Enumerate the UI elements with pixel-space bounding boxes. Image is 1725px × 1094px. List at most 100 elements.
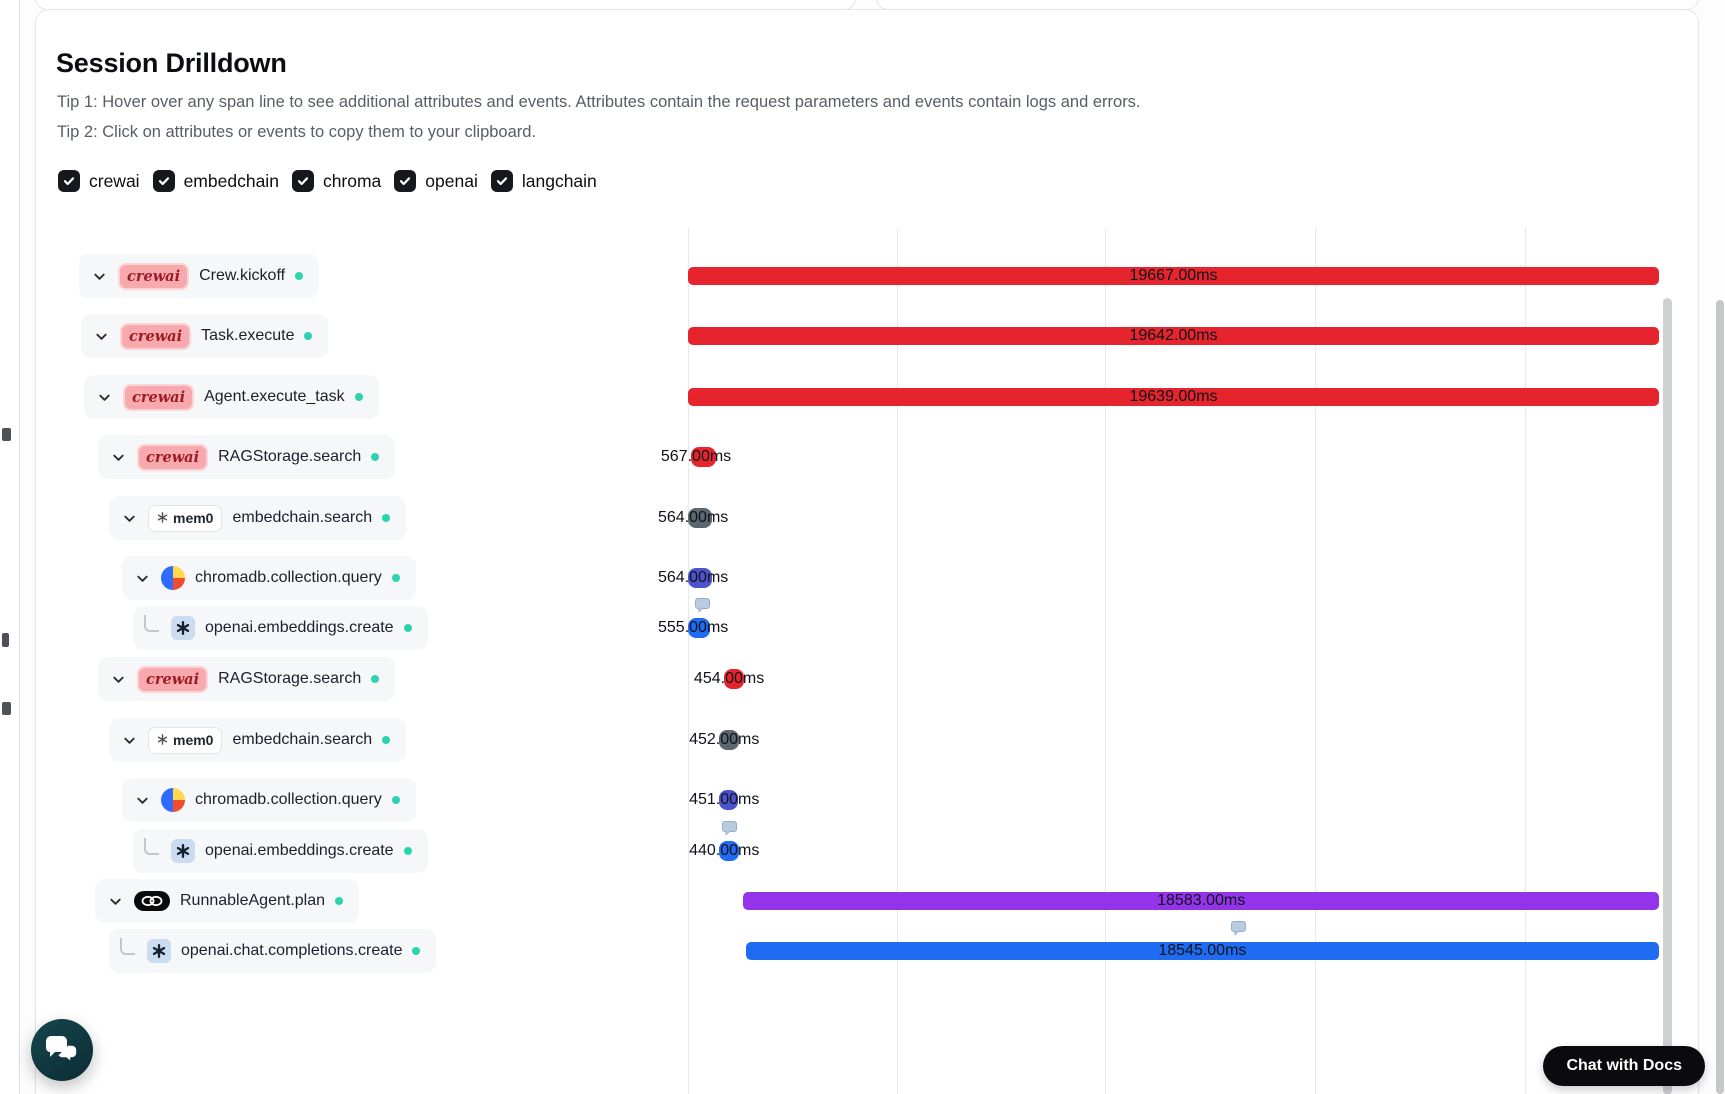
checkbox-checked-icon[interactable] (394, 170, 417, 192)
mem0-logo: mem0 (148, 726, 223, 754)
span-name: Crew.kickoff (199, 267, 286, 284)
status-dot (371, 453, 380, 461)
span-row[interactable]: crewai RAGStorage.search (98, 657, 396, 701)
langchain-logo (134, 891, 170, 911)
span-duration-bar[interactable] (688, 388, 1659, 406)
span-row[interactable]: mem0 embedchain.search (109, 718, 407, 762)
tree-connector-icon (120, 938, 135, 955)
checkbox-checked-icon[interactable] (58, 170, 80, 192)
trace-waterfall: crewai Crew.kickoff 19667.00ms crewai Task.e… (36, 10, 1698, 1094)
checkbox-checked-icon[interactable] (152, 170, 175, 192)
span-row[interactable]: chromadb.collection.query (122, 556, 416, 600)
tip-1: Tip 1: Hover over any span line to see a… (57, 93, 1141, 111)
page-title: Session Drilldown (56, 48, 287, 78)
status-dot (335, 897, 344, 905)
span-row[interactable]: crewai Task.execute (81, 314, 329, 358)
span-duration-bar[interactable] (688, 618, 711, 638)
span-row[interactable]: openai.chat.completions.create (109, 929, 437, 973)
chat-with-docs-button[interactable]: Chat with Docs (1543, 1046, 1705, 1086)
mem0-icon (157, 732, 168, 748)
chevron-down-icon[interactable] (120, 509, 138, 527)
clipped-content-mark (2, 633, 9, 647)
span-name: openai.chat.completions.create (181, 942, 403, 959)
chevron-down-icon[interactable] (120, 731, 138, 749)
span-name: RAGStorage.search (218, 670, 362, 687)
mem0-logo: mem0 (148, 504, 223, 532)
chevron-down-icon[interactable] (95, 388, 113, 406)
span-duration-bar[interactable] (719, 790, 738, 810)
chevron-down-icon[interactable] (90, 267, 108, 285)
span-name: chromadb.collection.query (195, 791, 382, 808)
chevron-down-icon[interactable] (133, 791, 151, 809)
span-duration-bar[interactable] (690, 447, 717, 467)
chevron-down-icon[interactable] (92, 327, 110, 345)
chevron-down-icon[interactable] (109, 448, 127, 466)
span-row[interactable]: crewai RAGStorage.search (98, 435, 396, 479)
page-scrollbar[interactable] (1716, 300, 1724, 1094)
chat-widget-button[interactable] (31, 1019, 93, 1081)
span-name: embedchain.search (232, 509, 373, 526)
filter-label: crewai (89, 170, 140, 191)
gridline (1105, 228, 1106, 1094)
checkbox-checked-icon[interactable] (490, 170, 513, 192)
mem0-icon (157, 510, 168, 526)
span-duration-bar[interactable] (688, 508, 713, 528)
crewai-logo: crewai (120, 322, 192, 350)
span-row[interactable]: crewai Crew.kickoff (79, 254, 320, 298)
event-bubble-icon[interactable] (694, 597, 711, 613)
status-dot (382, 514, 391, 522)
tree-connector-icon (144, 615, 159, 632)
filter-label: openai (425, 170, 478, 191)
chevron-down-icon[interactable] (106, 892, 124, 910)
status-dot (403, 624, 412, 632)
mem0-logo-text: mem0 (173, 732, 214, 748)
status-dot (412, 947, 421, 955)
gridline (897, 228, 898, 1094)
span-duration-label: 567.00ms (660, 448, 732, 465)
span-row[interactable]: RunnableAgent.plan (95, 879, 360, 923)
chevron-down-icon[interactable] (133, 569, 151, 587)
chart-scrollbar[interactable] (1663, 298, 1672, 1094)
span-row[interactable]: openai.embeddings.create (133, 829, 428, 873)
checkbox-checked-icon[interactable] (291, 170, 314, 192)
mem0-logo-text: mem0 (173, 510, 214, 526)
span-name: openai.embeddings.create (205, 842, 394, 859)
span-name: RunnableAgent.plan (180, 892, 326, 909)
span-row[interactable]: chromadb.collection.query (122, 778, 416, 822)
span-duration-bar[interactable] (688, 568, 713, 588)
filter-embedchain[interactable]: embedchain (152, 170, 279, 192)
span-duration-bar[interactable] (688, 327, 1659, 345)
status-dot (295, 272, 304, 280)
chroma-logo (161, 788, 185, 812)
span-duration-label: 19667.00ms (1129, 267, 1218, 284)
event-bubble-icon[interactable] (721, 820, 738, 836)
span-row[interactable]: mem0 embedchain.search (109, 496, 407, 540)
filter-langchain[interactable]: langchain (490, 170, 597, 192)
filter-chroma[interactable]: chroma (291, 170, 382, 192)
event-bubble-icon[interactable] (1230, 920, 1247, 936)
crewai-logo: crewai (137, 665, 209, 693)
filter-crewai[interactable]: crewai (58, 170, 140, 192)
clipped-content-mark (2, 702, 11, 715)
openai-logo (171, 616, 195, 640)
status-dot (391, 796, 400, 804)
chevron-down-icon[interactable] (109, 670, 127, 688)
span-duration-label: 564.00ms (658, 509, 729, 526)
span-name: embedchain.search (232, 731, 373, 748)
span-duration-bar[interactable] (719, 730, 740, 750)
span-row[interactable]: openai.embeddings.create (133, 606, 428, 650)
gridline (688, 228, 689, 1094)
span-duration-label: 19642.00ms (1129, 327, 1218, 344)
span-duration-bar[interactable] (688, 267, 1659, 285)
status-dot (304, 332, 313, 340)
span-duration-label: 19639.00ms (1129, 388, 1218, 405)
span-duration-bar[interactable] (743, 892, 1659, 910)
span-row[interactable]: crewai Agent.execute_task (84, 375, 379, 419)
filter-openai[interactable]: openai (394, 170, 478, 192)
span-name: RAGStorage.search (218, 448, 362, 465)
filter-label: chroma (322, 170, 382, 191)
span-duration-bar[interactable] (745, 942, 1659, 960)
span-duration-bar[interactable] (719, 841, 740, 861)
span-duration-bar[interactable] (723, 669, 745, 689)
